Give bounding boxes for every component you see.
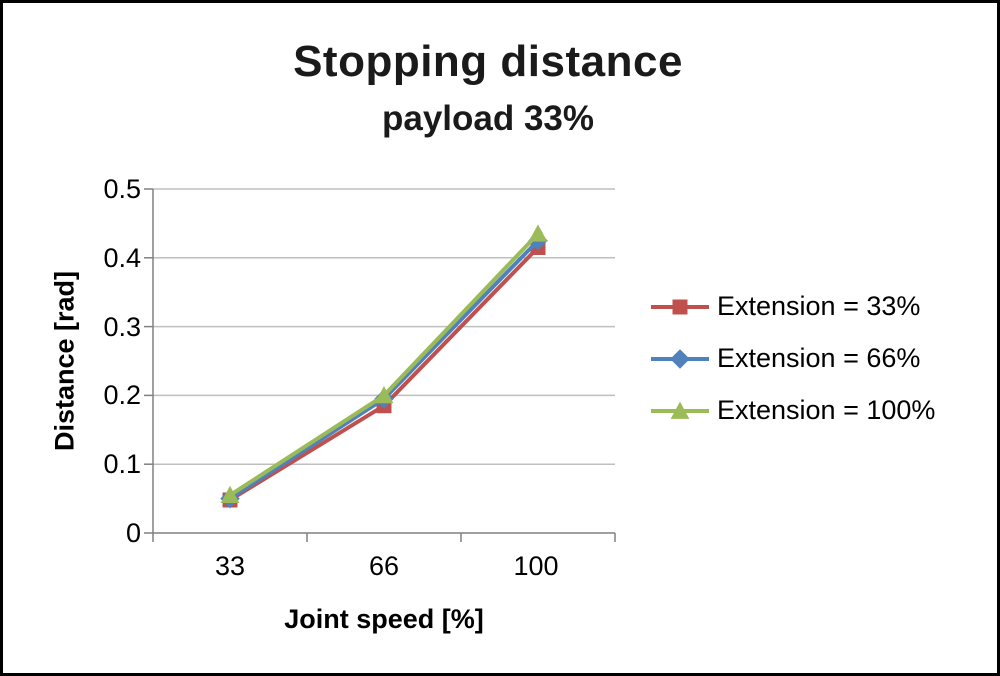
- legend-item: Extension = 33%: [649, 291, 935, 322]
- triangle-marker: [374, 386, 394, 404]
- series-line: [228, 232, 540, 497]
- legend-triangle-marker-icon: [651, 401, 709, 419]
- x-axis-title: Joint speed [%]: [284, 604, 484, 634]
- triangle-marker: [220, 485, 240, 504]
- chart-subtitle: payload 33%: [381, 99, 595, 138]
- x-tick-label: 33: [214, 551, 246, 581]
- square-marker: [672, 299, 688, 314]
- y-tick-label: 0.3: [103, 312, 141, 342]
- legend-item: Extension = 100%: [649, 395, 935, 426]
- plot-area: [144, 188, 616, 542]
- y-tick-label: 0.2: [103, 380, 141, 410]
- y-tick-label: 0.5: [103, 174, 141, 204]
- y-tick-label: 0.1: [103, 449, 141, 479]
- y-axis-title: Distance [rad]: [49, 270, 80, 452]
- legend-label: Extension = 100%: [717, 395, 936, 425]
- legend-item: Extension = 66%: [649, 343, 935, 374]
- series-line: [228, 239, 540, 501]
- legend-diamond-marker-icon: [651, 348, 709, 369]
- triangle-marker: [670, 401, 690, 419]
- y-tick-label: 0.4: [103, 243, 141, 273]
- legend: Extension = 33% Extension = 66% Extensio…: [649, 291, 935, 426]
- legend-square-marker-icon: [651, 299, 709, 314]
- x-tick-label: 66: [368, 551, 400, 581]
- y-tick-label: 0: [125, 518, 141, 548]
- chart-title: Stopping distance: [293, 37, 683, 86]
- x-tick-label: 100: [513, 551, 559, 581]
- legend-label: Extension = 33%: [717, 291, 921, 321]
- diamond-marker: [670, 348, 690, 369]
- legend-label: Extension = 66%: [717, 343, 921, 373]
- triangle-marker: [528, 224, 548, 242]
